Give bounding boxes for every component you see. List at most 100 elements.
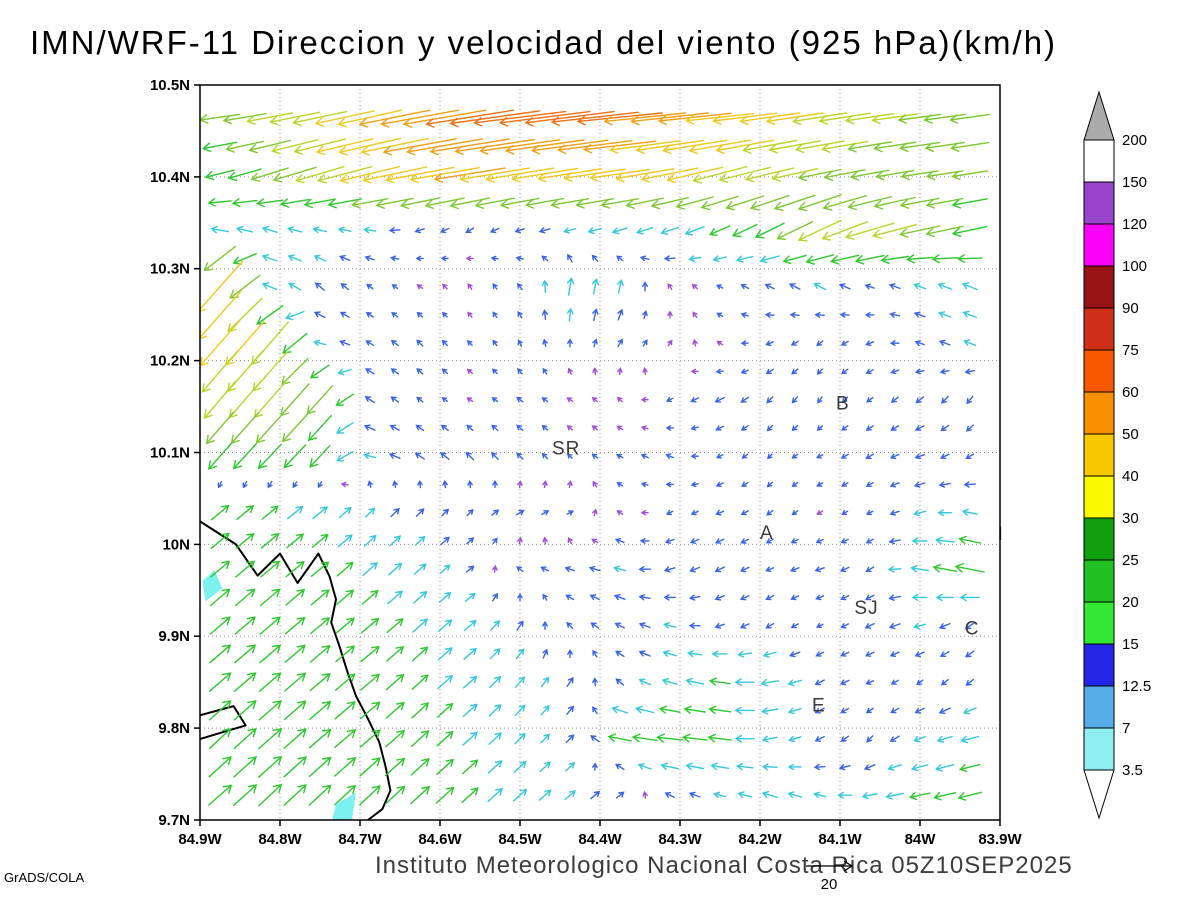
wind-arrow bbox=[638, 566, 651, 573]
wind-arrow bbox=[203, 380, 237, 419]
wind-arrow bbox=[466, 340, 473, 346]
wind-arrow bbox=[359, 701, 381, 720]
wind-arrow bbox=[514, 704, 526, 716]
wind-arrow bbox=[462, 759, 479, 775]
wind-arrow bbox=[517, 367, 523, 375]
wind-arrow bbox=[821, 221, 869, 241]
wind-arrow bbox=[334, 756, 357, 777]
wind-arrow bbox=[267, 480, 273, 489]
wind-arrow bbox=[656, 733, 684, 743]
wind-arrow bbox=[335, 422, 354, 434]
wind-arrow bbox=[760, 678, 780, 687]
wind-arrow bbox=[364, 396, 375, 404]
wind-arrow bbox=[885, 792, 905, 800]
wind-arrow bbox=[515, 648, 525, 660]
wind-arrow bbox=[285, 588, 306, 606]
wind-arrow bbox=[630, 112, 710, 126]
wind-arrow bbox=[415, 255, 424, 262]
wind-arrow bbox=[537, 168, 603, 183]
water-patch bbox=[202, 570, 223, 602]
wind-arrow bbox=[513, 760, 527, 773]
wind-arrow bbox=[934, 536, 955, 545]
wind-arrow bbox=[415, 424, 425, 432]
wind-arrow bbox=[566, 676, 574, 688]
wind-arrow bbox=[688, 622, 701, 629]
wind-arrow bbox=[310, 589, 330, 606]
wind-arrow bbox=[564, 566, 575, 572]
wind-arrow bbox=[340, 283, 350, 291]
wind-arrow bbox=[740, 510, 749, 516]
wind-arrow bbox=[286, 533, 305, 549]
wind-arrow bbox=[465, 227, 475, 233]
wind-arrow bbox=[714, 566, 725, 573]
wind-arrow bbox=[281, 413, 308, 443]
wind-arrow bbox=[517, 310, 523, 319]
wind-arrow bbox=[962, 707, 977, 715]
wind-arrow bbox=[797, 168, 842, 182]
wind-arrow bbox=[865, 538, 874, 544]
wind-arrow bbox=[492, 311, 498, 319]
wind-arrow bbox=[741, 481, 749, 487]
wind-arrow bbox=[234, 616, 256, 635]
wind-arrow bbox=[317, 481, 323, 489]
wind-arrow bbox=[204, 169, 235, 181]
wind-arrow bbox=[516, 452, 524, 460]
wind-arrow bbox=[913, 481, 926, 488]
wind-arrow bbox=[690, 509, 699, 516]
wind-arrow bbox=[865, 425, 874, 431]
wind-arrow bbox=[463, 619, 477, 632]
wind-arrow bbox=[464, 592, 476, 602]
wind-arrow bbox=[768, 140, 821, 154]
wind-arrow bbox=[233, 784, 258, 806]
wind-arrow bbox=[210, 225, 230, 234]
wind-arrow bbox=[814, 679, 825, 686]
wind-arrow bbox=[914, 707, 925, 714]
wind-arrow bbox=[765, 538, 774, 544]
wind-arrow bbox=[461, 787, 479, 803]
wind-arrow bbox=[411, 702, 430, 719]
wind-arrow bbox=[542, 648, 549, 659]
wind-arrow bbox=[566, 453, 573, 459]
wind-arrow bbox=[385, 166, 455, 184]
wind-arrow bbox=[359, 729, 381, 748]
wind-arrow bbox=[642, 367, 648, 376]
wind-arrow bbox=[911, 537, 928, 545]
wind-arrow bbox=[566, 307, 574, 322]
coastline bbox=[200, 520, 392, 820]
wind-arrow bbox=[566, 276, 575, 296]
colorbar-label: 200 bbox=[1122, 132, 1147, 149]
wind-arrow bbox=[309, 700, 332, 720]
x-tick-label: 84.5W bbox=[498, 831, 542, 848]
wind-arrow bbox=[889, 453, 900, 460]
wind-arrow bbox=[306, 385, 334, 415]
wind-arrow bbox=[864, 312, 875, 318]
wind-arrow bbox=[392, 480, 398, 489]
wind-arrow bbox=[504, 139, 585, 155]
y-tick-label: 9.7N bbox=[158, 812, 190, 829]
wind-arrow bbox=[314, 110, 375, 127]
wind-arrow bbox=[873, 141, 917, 153]
wind-arrow bbox=[818, 112, 871, 125]
wind-arrow bbox=[616, 510, 624, 516]
wind-arrow bbox=[209, 616, 231, 635]
wind-arrow bbox=[764, 283, 775, 290]
wind-arrow bbox=[616, 425, 624, 431]
wind-arrow bbox=[207, 442, 232, 470]
wind-arrow bbox=[259, 588, 281, 607]
wind-arrow bbox=[664, 538, 675, 544]
wind-arrow bbox=[791, 396, 799, 404]
wind-arrow bbox=[681, 733, 708, 743]
colorbar-bottom-arrow bbox=[1083, 769, 1115, 820]
wind-arrow bbox=[411, 674, 429, 690]
wind-arrow bbox=[773, 194, 816, 211]
wind-arrow bbox=[442, 479, 448, 489]
wind-arrow bbox=[335, 393, 355, 407]
wind-arrow bbox=[515, 255, 524, 262]
wind-arrow bbox=[715, 139, 775, 154]
wind-arrow bbox=[830, 254, 860, 265]
wind-arrow bbox=[865, 679, 875, 685]
wind-arrow bbox=[386, 618, 404, 633]
wind-arrow bbox=[541, 424, 549, 431]
wind-arrow bbox=[402, 109, 487, 128]
wind-arrow bbox=[255, 412, 284, 444]
